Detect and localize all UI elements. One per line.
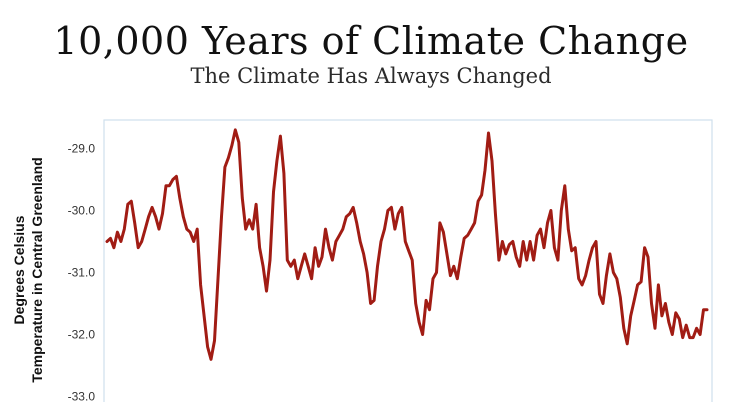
- chart-title: 10,000 Years of Climate Change: [53, 19, 689, 63]
- y-tick-label: -30.0: [68, 204, 96, 218]
- temperature-series-line: [105, 128, 709, 361]
- y-tick-label: -31.0: [68, 266, 96, 280]
- y-tick-label: -32.0: [68, 328, 96, 342]
- plot-frame: [103, 119, 713, 402]
- y-tick-label: -33.0: [68, 390, 96, 402]
- chart-subtitle: The Climate Has Always Changed: [190, 64, 552, 88]
- y-tick-label: -29.0: [68, 142, 96, 156]
